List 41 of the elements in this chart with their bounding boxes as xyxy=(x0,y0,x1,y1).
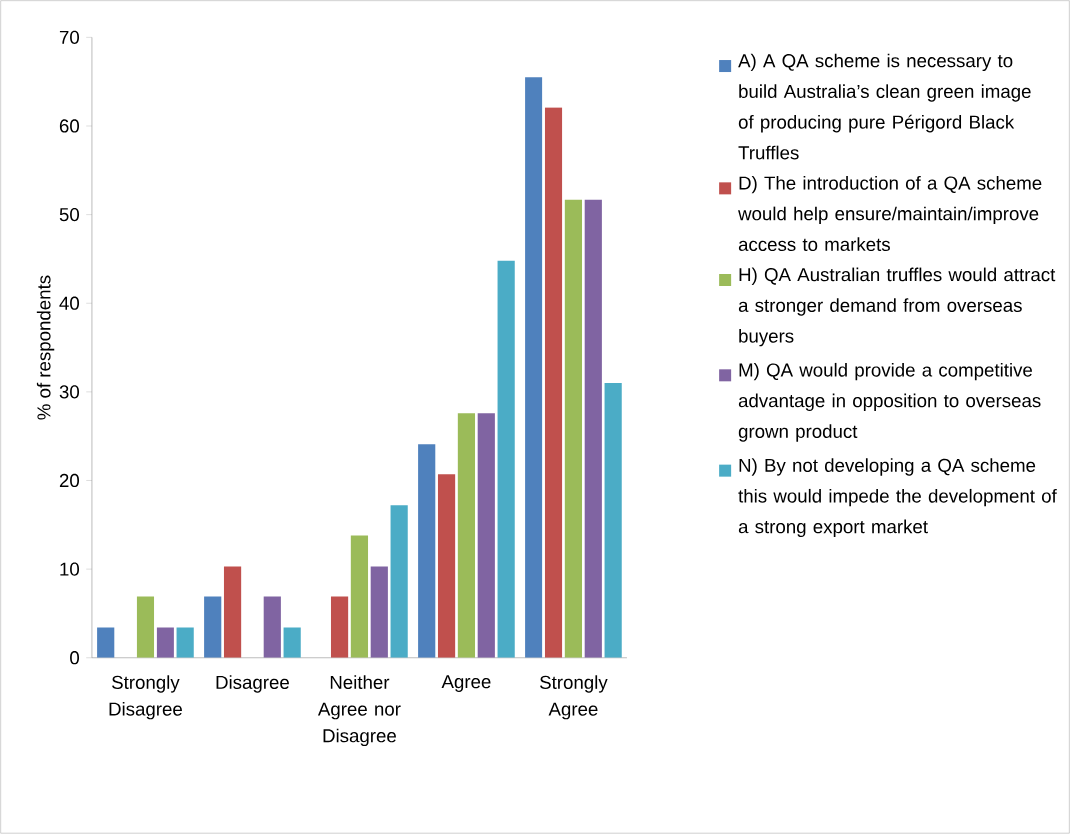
bar xyxy=(604,383,622,658)
bar xyxy=(283,627,301,658)
bar xyxy=(584,199,602,658)
bar xyxy=(418,444,436,658)
bar xyxy=(370,566,388,658)
y-tick-label: 30 xyxy=(59,385,80,399)
y-tick-label: 70 xyxy=(59,30,80,45)
bar xyxy=(156,627,174,658)
legend-label: H) QA Australian truffles would attract a stronger demand from overseas buyers xyxy=(738,267,1056,347)
y-tick-label: 10 xyxy=(60,562,80,576)
x-tick-label: Strongly Agree xyxy=(540,675,608,720)
bar xyxy=(263,596,281,658)
bar xyxy=(176,627,194,658)
bar xyxy=(97,627,115,658)
legend-label: D) The introduction of a QA scheme would help ensure/maintain/improve access to markets xyxy=(738,176,1042,252)
y-tick-label: 40 xyxy=(59,296,80,310)
legend-label: A) A QA scheme is necessary to build Australia’s clean green image of producing pure Périgord Black Truffles xyxy=(738,53,1031,160)
bar xyxy=(564,199,583,658)
bar xyxy=(223,566,242,658)
y-tick-label: 20 xyxy=(59,473,80,488)
bar xyxy=(390,505,408,658)
x-tick-label: Strongly Disagree xyxy=(109,675,182,720)
x-tick-label: Disagree xyxy=(216,675,289,693)
bar xyxy=(525,77,543,658)
y-tick-label: 0 xyxy=(70,651,80,665)
y-axis-title: % of respondents xyxy=(36,275,55,420)
bar xyxy=(330,596,349,658)
bar xyxy=(204,596,222,658)
bar xyxy=(457,413,476,658)
legend-label: M) QA would provide a competitive advantage in opposition to overseas grown product xyxy=(738,362,1041,442)
x-tick-label: Agree xyxy=(441,675,491,693)
bar xyxy=(350,535,369,658)
bar xyxy=(477,413,495,658)
bar xyxy=(497,260,515,658)
bar xyxy=(136,596,155,658)
legend-label: N) By not developing a QA scheme this would impede the development of a strong export market xyxy=(738,458,1057,538)
bar xyxy=(437,474,456,658)
x-tick-label: Neither Agree nor Disagree xyxy=(317,675,401,747)
y-tick-label: 50 xyxy=(59,208,80,222)
y-tick-label: 60 xyxy=(59,119,80,133)
bar xyxy=(544,107,563,658)
